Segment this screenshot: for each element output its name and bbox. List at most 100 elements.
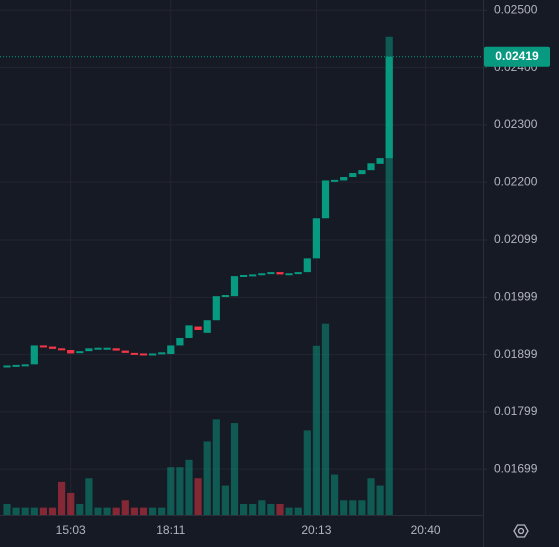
candle-body xyxy=(67,350,75,354)
candle-body xyxy=(158,352,166,355)
candle-body xyxy=(349,173,357,178)
volume-bar xyxy=(39,507,47,515)
candle-body xyxy=(167,345,175,355)
candle-body xyxy=(48,346,57,349)
candle-body xyxy=(103,347,111,350)
candle-body xyxy=(303,258,311,273)
candle-body xyxy=(139,353,148,356)
volume-bar xyxy=(12,507,20,515)
volume-bar xyxy=(340,500,348,515)
candle-body xyxy=(194,326,202,330)
candle-body xyxy=(312,218,320,259)
candle-body xyxy=(385,56,393,159)
y-tick-label: 0.01799 xyxy=(494,404,538,418)
candle-body xyxy=(58,348,66,351)
y-tick-label: 0.02099 xyxy=(494,232,538,246)
candle-body xyxy=(130,352,138,355)
volume-bar xyxy=(203,441,211,515)
volume-bar xyxy=(212,419,220,515)
candle-body xyxy=(331,179,339,182)
candle-body xyxy=(249,274,257,277)
volume-bar xyxy=(112,507,120,515)
candle-body xyxy=(230,276,239,297)
volume-bar xyxy=(94,507,102,515)
volume-bar xyxy=(149,507,157,515)
candle-body xyxy=(112,348,120,351)
volume-bar xyxy=(130,507,138,515)
x-tick-label: 20:13 xyxy=(301,523,331,537)
volume-bar xyxy=(258,500,266,515)
volume-bar xyxy=(139,507,148,515)
volume-bar xyxy=(358,500,366,515)
volume-bar xyxy=(221,485,229,515)
y-tick-label: 0.02200 xyxy=(494,174,538,188)
candle-body xyxy=(376,158,384,164)
settings-icon[interactable] xyxy=(513,524,529,538)
volume-bar xyxy=(67,492,75,515)
volume-bar xyxy=(194,478,202,515)
volume-bar xyxy=(58,481,66,515)
settings-dot xyxy=(517,527,525,535)
candle-body xyxy=(212,296,220,321)
candle-body xyxy=(367,163,375,171)
candle-body xyxy=(94,347,102,350)
candle-body xyxy=(39,345,47,348)
candle-body xyxy=(240,274,248,277)
volume-bar xyxy=(285,507,293,515)
y-tick-label: 0.01899 xyxy=(494,347,538,361)
volume-bar xyxy=(230,423,239,515)
volume-bar xyxy=(312,345,320,515)
volume-bar xyxy=(103,507,111,515)
volume-bar xyxy=(76,503,84,515)
volume-bar xyxy=(385,36,393,516)
candle-body xyxy=(321,180,330,219)
candle-body xyxy=(221,295,229,298)
candle-body xyxy=(340,177,348,181)
y-tick-label: 0.02300 xyxy=(494,117,538,131)
x-tick-label: 20:40 xyxy=(411,523,441,537)
volume-bar xyxy=(267,503,275,515)
volume-bar xyxy=(240,503,248,515)
candle-body xyxy=(185,325,193,338)
candle-body xyxy=(285,273,293,276)
volume-bar xyxy=(185,459,193,515)
candle-body xyxy=(203,320,211,333)
candle-body xyxy=(176,337,184,346)
x-tick-label: 15:03 xyxy=(56,523,86,537)
volume-bar xyxy=(349,500,357,515)
volume-bar xyxy=(158,507,166,515)
candle-body xyxy=(149,353,157,356)
candle-body xyxy=(12,364,20,367)
candle-body xyxy=(3,365,11,368)
volume-bar xyxy=(331,474,339,515)
candle-body xyxy=(267,272,275,275)
candle-body xyxy=(30,345,38,365)
last-price-label: 0.02419 xyxy=(495,49,539,63)
volume-bar xyxy=(303,430,311,515)
volume-bar xyxy=(21,507,29,515)
candle-body xyxy=(258,273,266,276)
volume-bar xyxy=(85,478,93,515)
candle-body xyxy=(21,364,29,367)
volume-bar xyxy=(121,500,129,515)
volume-bar xyxy=(321,323,330,515)
volume-bar xyxy=(294,507,302,515)
volume-bar xyxy=(367,478,375,515)
y-tick-label: 0.01699 xyxy=(494,461,538,475)
candle-body xyxy=(358,170,366,175)
last-price-box xyxy=(484,46,550,67)
volume-bar xyxy=(3,503,11,515)
candle-body xyxy=(276,272,284,275)
y-tick-label: 0.02500 xyxy=(494,2,538,16)
candle-body xyxy=(85,348,93,352)
volume-bar xyxy=(48,507,57,515)
settings-hex xyxy=(513,524,529,538)
candle-body xyxy=(76,351,84,354)
volume-bar xyxy=(276,503,284,515)
grid xyxy=(0,0,483,515)
volume-bar xyxy=(249,503,257,515)
candle-body xyxy=(121,350,129,353)
volume-bar xyxy=(167,467,175,515)
y-tick-label: 0.01999 xyxy=(494,289,538,303)
